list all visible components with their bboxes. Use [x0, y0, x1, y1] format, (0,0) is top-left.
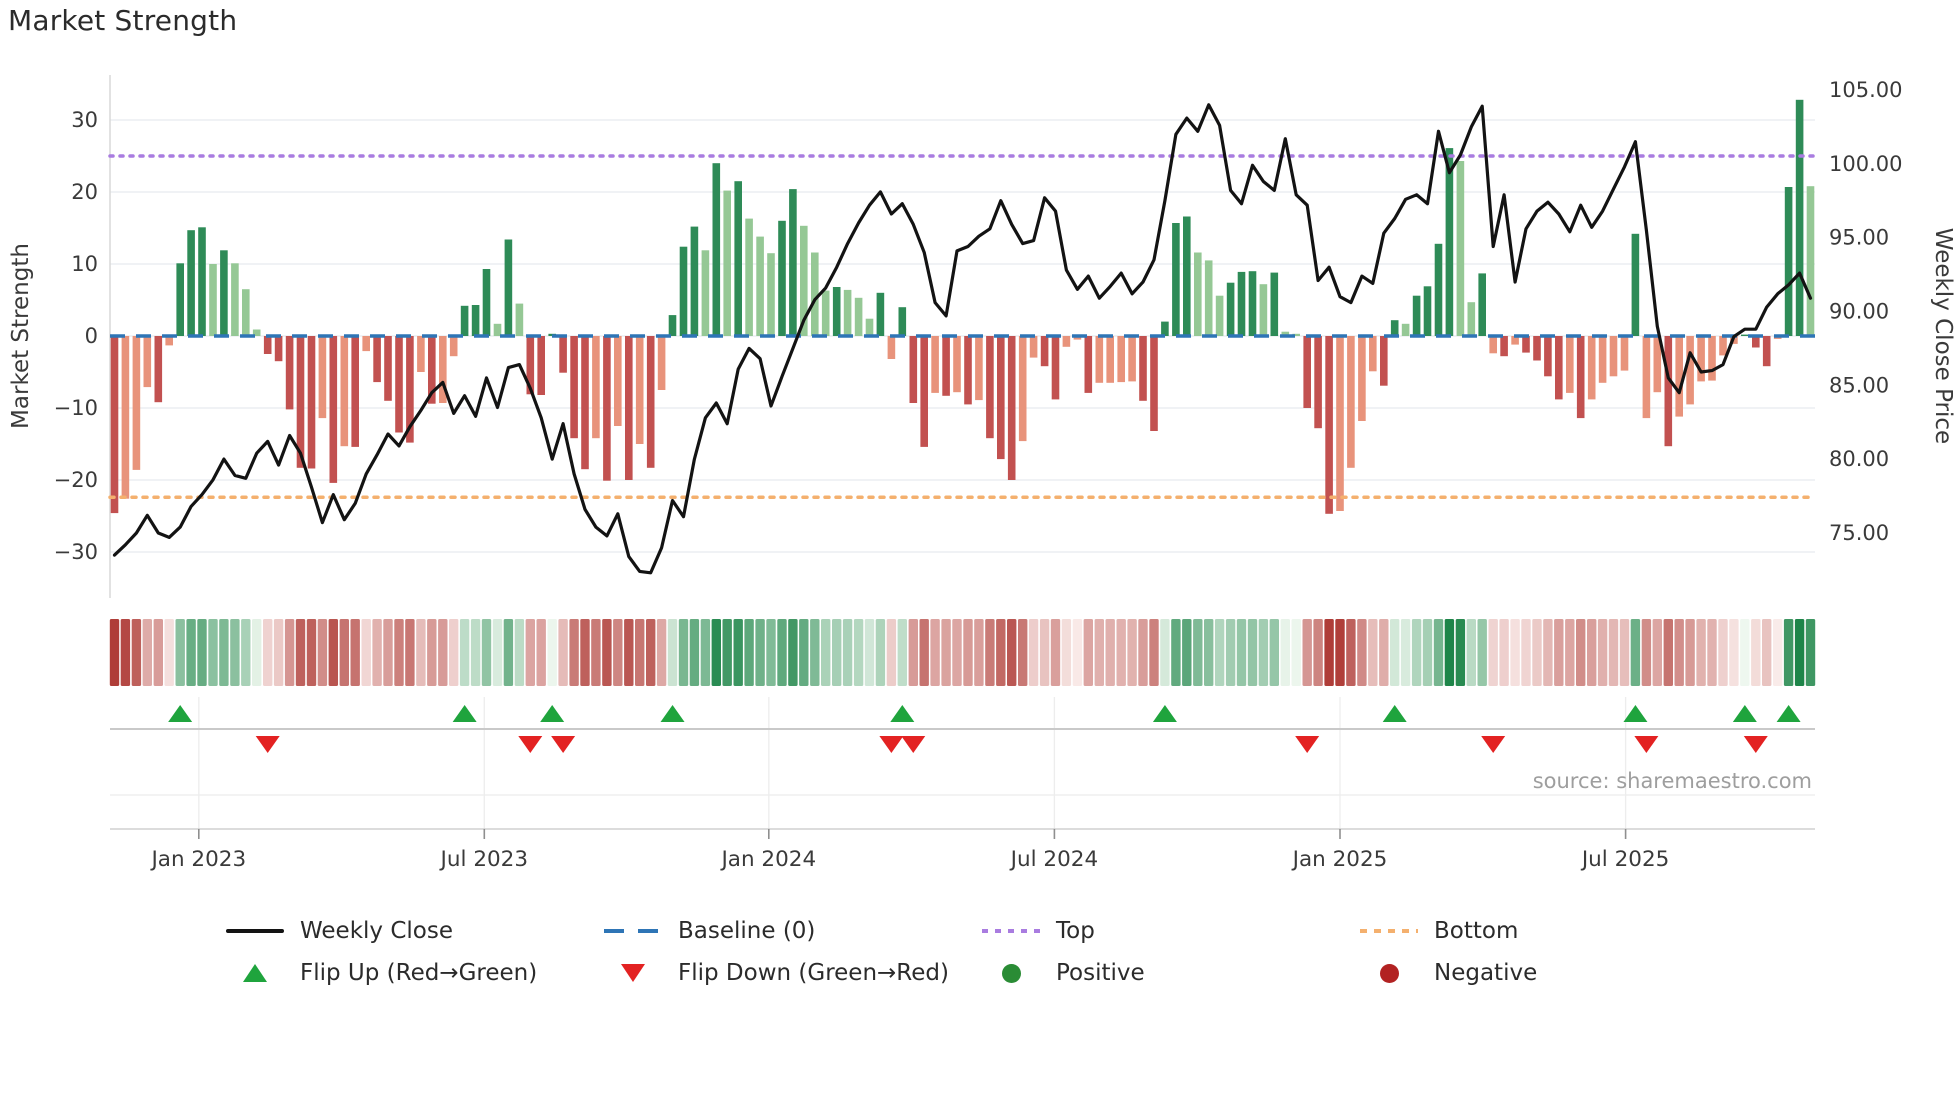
svg-text:95.00: 95.00	[1829, 226, 1889, 250]
svg-text:80.00: 80.00	[1829, 447, 1889, 471]
legend-item-positive: Positive	[980, 960, 1358, 986]
flip-up-marker	[452, 705, 477, 722]
page-title: Market Strength	[8, 4, 238, 37]
flip-down-marker	[518, 736, 543, 753]
legend-item-negative: Negative	[1358, 960, 1736, 986]
weekly-close-line-icon	[224, 919, 286, 943]
flip-up-marker	[1152, 705, 1177, 722]
svg-text:−10: −10	[54, 396, 98, 420]
flip-down-marker	[879, 736, 904, 753]
price-line	[112, 103, 1813, 575]
left-axis-title: Market Strength	[8, 243, 34, 429]
legend-label: Baseline (0)	[678, 918, 816, 944]
baseline-dash-icon	[602, 919, 664, 943]
flip-down-marker	[1634, 736, 1659, 753]
legend-label: Flip Down (Green→Red)	[678, 960, 949, 986]
x-axis: Jan 2023 Jul 2023 Jan 2024 Jul 2024 Jan 2025…	[110, 762, 1815, 872]
legend-label: Flip Up (Red→Green)	[300, 960, 538, 986]
svg-text:Jul 2025: Jul 2025	[1580, 847, 1670, 872]
flip-up-marker	[660, 705, 685, 722]
top-dots-icon	[980, 919, 1042, 943]
flip-up-triangle-icon	[224, 961, 286, 985]
flip-down-marker	[1743, 736, 1768, 753]
svg-text:10: 10	[71, 252, 98, 276]
flip-down-marker	[1295, 736, 1320, 753]
y-axis-left: 30 20 10 0 −10 −20 −30	[54, 108, 98, 564]
legend-item-bottom: Bottom	[1358, 918, 1736, 944]
legend-item-weekly-close: Weekly Close	[224, 918, 602, 944]
svg-text:Jan 2025: Jan 2025	[1291, 847, 1388, 872]
flip-up-marker	[1623, 705, 1648, 722]
legend-item-flip-up: Flip Up (Red→Green)	[224, 960, 602, 986]
svg-text:75.00: 75.00	[1829, 521, 1889, 545]
svg-text:−30: −30	[54, 540, 98, 564]
legend-label: Negative	[1434, 960, 1538, 986]
y-axis-right: 105.00 100.00 95.00 90.00 85.00 80.00 75.00	[1829, 78, 1902, 545]
svg-text:Jul 2024: Jul 2024	[1009, 847, 1099, 872]
heatmap-strip	[109, 619, 1816, 686]
svg-text:0: 0	[85, 324, 98, 348]
positive-dot-icon	[980, 961, 1042, 985]
svg-text:85.00: 85.00	[1829, 373, 1889, 397]
negative-dot-icon	[1358, 961, 1420, 985]
legend-label: Weekly Close	[300, 918, 453, 944]
svg-text:90.00: 90.00	[1829, 299, 1889, 323]
market-strength-chart: 30 20 10 0 −10 −20 −30 105.00 100.00 95.00 90.00 85…	[8, 75, 1956, 872]
strength-bars	[110, 99, 1815, 514]
chart-svg: 30 20 10 0 −10 −20 −30 105.00 100.00 95.00 90.00 85…	[8, 75, 1956, 872]
legend-label: Top	[1056, 918, 1095, 944]
flip-markers	[110, 697, 1815, 762]
legend-item-flip-down: Flip Down (Green→Red)	[602, 960, 980, 986]
flip-up-marker	[540, 705, 565, 722]
chart-legend: Weekly Close Baseline (0) Top Bottom Fli…	[224, 918, 1736, 986]
svg-text:100.00: 100.00	[1829, 152, 1902, 176]
source-note: source: sharemaestro.com	[1533, 769, 1812, 793]
flip-up-marker	[1776, 705, 1801, 722]
flip-down-marker	[551, 736, 576, 753]
flip-up-marker	[1732, 705, 1757, 722]
bottom-dots-icon	[1358, 919, 1420, 943]
y-grid	[110, 119, 1815, 553]
svg-text:105.00: 105.00	[1829, 78, 1902, 102]
flip-down-marker	[1481, 736, 1506, 753]
legend-label: Bottom	[1434, 918, 1519, 944]
legend-item-baseline: Baseline (0)	[602, 918, 980, 944]
svg-text:Jan 2024: Jan 2024	[719, 847, 816, 872]
svg-text:Jan 2023: Jan 2023	[149, 847, 246, 872]
svg-text:−20: −20	[54, 468, 98, 492]
svg-text:20: 20	[71, 180, 98, 204]
flip-down-triangle-icon	[602, 961, 664, 985]
flip-up-marker	[168, 705, 193, 722]
svg-text:Jul 2023: Jul 2023	[439, 847, 529, 872]
svg-text:30: 30	[71, 108, 98, 132]
flip-down-marker	[255, 736, 280, 753]
legend-label: Positive	[1056, 960, 1145, 986]
right-axis-title: Weekly Close Price	[1930, 228, 1956, 444]
legend-item-top: Top	[980, 918, 1358, 944]
flip-up-marker	[890, 705, 915, 722]
flip-up-marker	[1382, 705, 1407, 722]
flip-down-marker	[901, 736, 926, 753]
